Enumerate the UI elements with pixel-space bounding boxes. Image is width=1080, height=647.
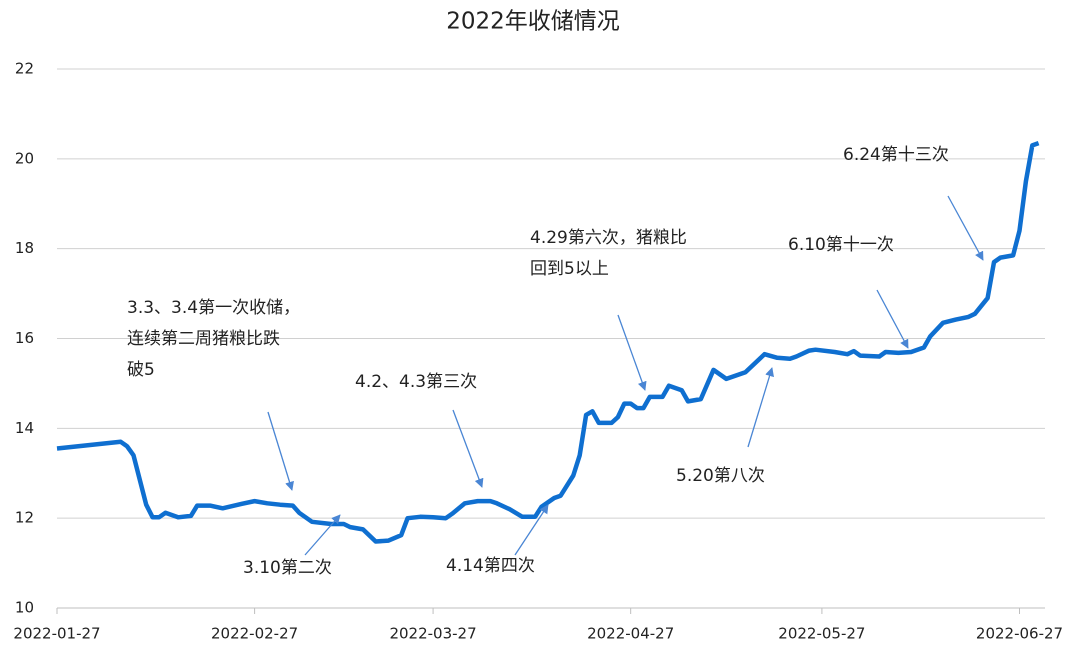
y-tick-label: 16 [15,329,34,347]
annotation: 3.10第二次 [243,558,332,578]
x-tick-label: 2022-05-27 [778,625,865,643]
y-tick-label: 12 [15,509,34,527]
annotation: 回到5以上 [530,259,609,279]
annotation: 6.24第十三次 [843,145,949,165]
annotation-arrow [452,409,484,488]
annotation: 3.3、3.4第一次收储， [127,298,300,318]
annotation: 6.10第十一次 [788,235,894,255]
y-tick-label: 18 [15,239,34,257]
chart-title: 2022年收储情况 [446,9,620,35]
x-tick-label: 2022-06-27 [976,625,1063,643]
annotation-arrow [947,195,984,261]
annotation: 连续第二周猪粮比跌 [127,329,280,349]
annotation-arrow [747,367,774,448]
annotation: 4.2、4.3第三次 [355,372,477,392]
annotation-arrow [617,314,647,391]
annotation-arrow [876,289,909,349]
annotation-arrow [514,504,549,556]
x-tick-label: 2022-03-27 [389,625,476,643]
annotation-arrow [267,411,294,491]
line-series [56,140,1040,544]
annotation: 4.14第四次 [446,556,535,576]
annotation-arrow [304,514,341,556]
y-tick-label: 22 [15,60,34,78]
y-tick-label: 10 [15,599,34,617]
x-tick-label: 2022-02-27 [211,625,298,643]
x-tick-label: 2022-01-27 [13,625,100,643]
annotation: 4.29第六次，猪粮比 [530,228,687,248]
annotation: 破5 [127,360,155,380]
x-tick-label: 2022-04-27 [587,625,674,643]
y-tick-label: 20 [15,149,34,167]
annotation: 5.20第八次 [676,466,765,486]
y-tick-label: 14 [15,419,34,437]
